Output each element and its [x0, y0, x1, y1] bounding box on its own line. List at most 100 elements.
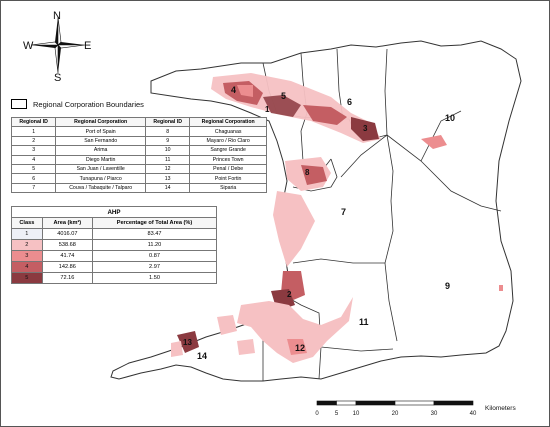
cell: Penal / Debe	[189, 163, 267, 175]
cell: 6	[10, 173, 57, 184]
cell: Point Fortin	[189, 173, 267, 184]
ahp-area: 142.86	[41, 261, 93, 273]
header-id-2: Regional ID	[145, 116, 191, 128]
cell: Princes Town	[189, 154, 267, 165]
cell: 13	[145, 173, 191, 184]
cell: 2	[10, 135, 57, 147]
header-id-1: Regional ID	[10, 116, 57, 128]
region-label-10: 10	[445, 113, 455, 123]
cell: 12	[145, 163, 191, 175]
region-label-7: 7	[341, 207, 346, 217]
scale-tick-label: 5	[335, 411, 339, 417]
scale-tick-label: 20	[392, 411, 399, 417]
ahp-class-swatch: 1	[11, 228, 43, 240]
scale-tick-label: 30	[431, 411, 438, 417]
boundary-legend-label: Regional Corporation Boundaries	[33, 99, 144, 109]
cell: 3	[10, 145, 57, 156]
ahp-row: 2 538.68 11.20	[11, 239, 218, 251]
ahp-area: 538.68	[41, 239, 93, 251]
ahp-area: 41.74	[41, 250, 93, 262]
table-row: 2 San Fernando 9 Mayaro / Rio Claro	[10, 135, 267, 147]
header-name-1: Regional Corporation	[55, 116, 147, 128]
compass-e: E	[84, 40, 91, 52]
ahp-pct: 1.50	[91, 272, 218, 284]
region-label-11: 11	[359, 317, 369, 327]
ahp-pct: 0.87	[91, 250, 218, 262]
ahp-class-swatch: 2	[11, 239, 43, 251]
compass-s: S	[54, 72, 61, 81]
ahp-row: 1 4016.07 83.47	[11, 228, 218, 240]
ahp-row: 5 72.16 1.50	[11, 272, 218, 284]
ahp-legend-table: AHP Class Area (km²) Percentage of Total…	[11, 206, 218, 284]
cell: 11	[145, 154, 191, 165]
ahp-row: 4 142.86 2.97	[11, 261, 218, 273]
ahp-pct: 2.97	[91, 261, 218, 273]
region-label-12: 12	[295, 343, 305, 353]
cell: Port of Spain	[55, 126, 147, 137]
cell: San Juan / Laventille	[55, 163, 147, 175]
cell: Tunapuna / Piarco	[55, 173, 147, 184]
cell: Couva / Tabaquite / Talparo	[55, 182, 147, 194]
ahp-pct: 83.47	[91, 228, 218, 240]
ahp-class-swatch: 3	[11, 250, 43, 262]
compass-rose-icon: N S W E	[23, 10, 91, 81]
cell: Chaguanas	[189, 126, 267, 137]
ahp-header-pct: Percentage of Total Area (%)	[91, 217, 218, 229]
scale-segment	[316, 400, 337, 406]
ahp-area: 4016.07	[41, 228, 93, 240]
table-row: 3 Arima 10 Sangre Grande	[10, 145, 267, 156]
cell: Diego Martin	[55, 154, 147, 165]
region-label-2: 2	[287, 290, 292, 299]
corporation-table: Regional ID Regional Corporation Regiona…	[10, 116, 267, 194]
scale-unit-label: Kilometers	[485, 405, 516, 412]
cell: Arima	[55, 145, 147, 156]
cell: Siparia	[189, 182, 267, 194]
susceptibility-zones	[171, 73, 503, 363]
ahp-header-class: Class	[11, 217, 43, 229]
boundary-swatch	[11, 99, 27, 109]
cell: 10	[145, 145, 191, 156]
ahp-area: 72.16	[41, 272, 93, 284]
ahp-header-area: Area (km²)	[41, 217, 93, 229]
region-label-3: 3	[363, 124, 368, 133]
ahp-row: 3 41.74 0.87	[11, 250, 218, 262]
table-row: 6 Tunapuna / Piarco 13 Point Fortin	[10, 173, 267, 184]
compass-w: W	[23, 40, 34, 52]
scale-segment	[355, 400, 396, 406]
cell: 7	[10, 182, 57, 194]
cell: San Fernando	[55, 135, 147, 147]
scale-segment	[433, 400, 474, 406]
ahp-class-swatch: 5	[11, 272, 43, 284]
ahp-class-swatch: 4	[11, 261, 43, 273]
scale-tick-label: 10	[353, 411, 360, 417]
table-row: 5 San Juan / Laventille 12 Penal / Debe	[10, 163, 267, 175]
boundary-legend: Regional Corporation Boundaries	[11, 98, 144, 110]
table-row: 7 Couva / Tabaquite / Talparo 14 Siparia	[10, 182, 267, 194]
cell: 4	[10, 154, 57, 165]
compass-n: N	[53, 10, 61, 22]
region-label-8: 8	[305, 168, 310, 177]
cell: Sangre Grande	[189, 145, 267, 156]
scale-segment	[336, 400, 357, 406]
scale-bar: 0 5 10 20 30 40	[315, 400, 477, 417]
region-labels: 1 2 3 4 5 6 7 8 9 10 11 12 13 14	[183, 85, 455, 361]
ahp-pct: 11.20	[91, 239, 218, 251]
cell: 14	[145, 182, 191, 194]
region-label-13: 13	[183, 338, 192, 347]
scale-segment	[394, 400, 435, 406]
region-label-5: 5	[281, 91, 286, 101]
region-label-1: 1	[265, 105, 270, 114]
region-label-4: 4	[231, 85, 236, 95]
region-label-9: 9	[445, 281, 450, 291]
cell: 8	[145, 126, 191, 137]
cell: 9	[145, 135, 191, 147]
ahp-title: AHP	[11, 206, 217, 218]
cell: 1	[10, 126, 57, 137]
table-row: 4 Diego Martin 11 Princes Town	[10, 154, 267, 165]
region-label-14: 14	[197, 351, 207, 361]
table-row: 1 Port of Spain 8 Chaguanas	[10, 126, 267, 137]
corporation-table-header: Regional ID Regional Corporation Regiona…	[10, 116, 267, 128]
region-label-6: 6	[347, 97, 352, 107]
